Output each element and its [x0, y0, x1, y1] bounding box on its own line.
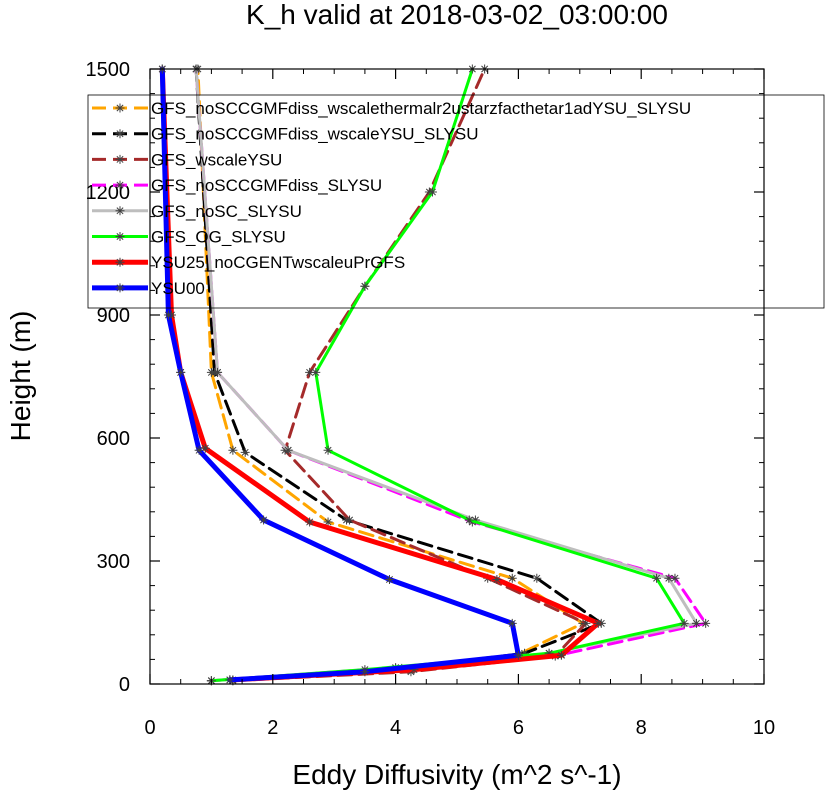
- legend-label: GFS_OG_SLYSU: [151, 228, 286, 247]
- data-point-marker: [305, 517, 315, 527]
- legend-marker: [115, 283, 125, 293]
- data-point-marker: [701, 618, 711, 628]
- data-point-marker: [593, 618, 603, 628]
- legend-label: YSU25_noCGENTwscaleuPrGFS: [151, 253, 405, 272]
- y-tick-label: 0: [119, 674, 130, 696]
- legend-marker: [115, 257, 125, 267]
- legend-item: GFS_OG_SLYSU: [92, 228, 286, 247]
- series-line: [159, 66, 521, 683]
- legend-marker: [115, 103, 125, 113]
- data-point-marker: [470, 515, 480, 525]
- data-point-marker: [427, 187, 437, 197]
- data-point-marker: [664, 573, 674, 583]
- axes-layer: 0 2 4 6 8 10 0 300 600 900 1200 1500: [86, 59, 776, 739]
- data-point-marker: [513, 650, 523, 660]
- data-point-marker: [225, 675, 235, 685]
- legend-item: GFS_noSCCGMFdiss_wscaleYSU_SLYSU: [92, 125, 479, 144]
- chart-title: K_h valid at 2018-03-02_03:00:00: [246, 0, 668, 30]
- data-point-marker: [323, 445, 333, 455]
- legend-marker: [115, 180, 125, 190]
- y-tick-label: 600: [97, 428, 130, 450]
- legend-item: YSU25_noCGENTwscaleuPrGFS: [92, 253, 405, 272]
- data-point-marker: [507, 618, 517, 628]
- data-point-marker: [409, 665, 419, 675]
- legend-marker: [115, 154, 125, 164]
- legend-marker: [115, 206, 125, 216]
- legend-item: GFS_noSCCGMFdiss_wscalethermalr2ustarzfa…: [92, 99, 691, 118]
- legend-item: GFS_noSCCGMFdiss_SLYSU: [92, 176, 382, 195]
- data-point-marker: [305, 367, 315, 377]
- data-point-marker: [507, 573, 517, 583]
- data-point-marker: [228, 445, 238, 455]
- x-tick-label: 8: [636, 717, 647, 739]
- legend-marker: [115, 129, 125, 139]
- legend-marker: [115, 232, 125, 241]
- legend: GFS_noSCCGMFdiss_wscalethermalr2ustarzfa…: [87, 94, 825, 309]
- x-tick-label: 4: [390, 717, 401, 739]
- data-point-marker: [556, 650, 566, 660]
- legend-box: [87, 94, 825, 309]
- y-tick-label: 1200: [86, 182, 131, 204]
- data-point-marker: [345, 515, 355, 525]
- legend-label: GFS_noSCCGMFdiss_wscalethermalr2ustarzfa…: [151, 99, 691, 118]
- data-point-marker: [176, 367, 186, 377]
- y-tick-label: 300: [97, 551, 130, 573]
- x-axis-title: Eddy Diffusivity (m^2 s^-1): [292, 759, 621, 790]
- data-point-marker: [670, 573, 680, 583]
- series-2: [228, 64, 591, 686]
- data-point-marker: [691, 618, 701, 628]
- data-point-marker: [163, 310, 173, 320]
- x-tick-label: 0: [144, 717, 155, 739]
- data-point-marker: [360, 281, 370, 291]
- legend-label: GFS_noSCCGMFdiss_wscaleYSU_SLYSU: [151, 125, 479, 144]
- data-point-marker: [360, 667, 370, 677]
- x-tick-label: 10: [753, 717, 775, 739]
- y-tick-label: 1500: [86, 59, 131, 81]
- data-point-marker: [384, 574, 394, 584]
- data-point-marker: [581, 618, 591, 628]
- data-point-marker: [194, 445, 204, 455]
- legend-label: GFS_wscaleYSU: [151, 150, 282, 169]
- data-point-marker: [240, 447, 250, 457]
- data-point-marker: [532, 573, 542, 583]
- legend-label: GFS_noSC_SLYSU: [151, 202, 302, 221]
- legend-label: YSU00: [151, 279, 205, 298]
- series-layer: [157, 64, 711, 686]
- data-point-marker: [652, 573, 662, 583]
- data-point-marker: [213, 367, 223, 377]
- x-tick-label: 2: [267, 717, 278, 739]
- data-point-marker: [679, 618, 689, 628]
- legend-item: YSU00: [92, 279, 205, 298]
- legend-item: GFS_wscaleYSU: [92, 150, 282, 169]
- y-axis-title: Height (m): [5, 311, 36, 442]
- data-point-marker: [283, 445, 293, 455]
- legend-label: GFS_noSCCGMFdiss_SLYSU: [151, 176, 382, 195]
- data-point-marker: [200, 443, 210, 453]
- legend-item: GFS_noSC_SLYSU: [92, 202, 302, 221]
- data-point-marker: [544, 648, 554, 658]
- data-point-marker: [520, 648, 530, 658]
- data-point-marker: [323, 517, 333, 527]
- data-point-marker: [259, 515, 269, 525]
- data-point-marker: [464, 515, 474, 525]
- x-tick-label: 6: [513, 717, 524, 739]
- data-point-marker: [311, 367, 321, 377]
- y-tick-label: 900: [97, 305, 130, 327]
- data-point-marker: [492, 574, 502, 584]
